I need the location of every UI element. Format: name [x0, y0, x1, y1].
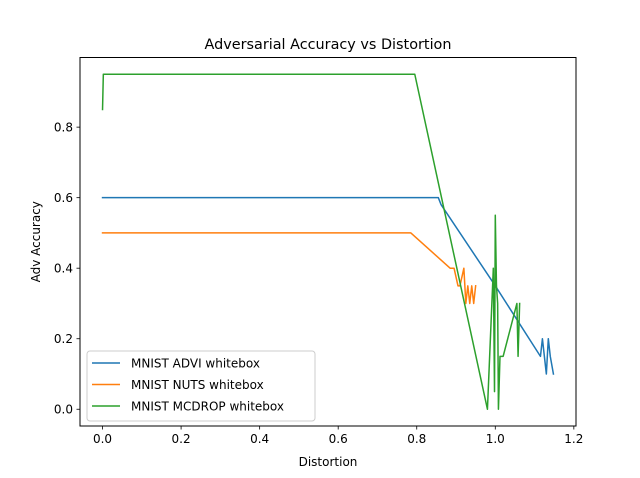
y-tick-label: 0.2 [54, 332, 73, 346]
x-axis-label: Distortion [299, 455, 358, 469]
y-tick-label: 0.8 [54, 120, 73, 134]
x-axis-ticks: 0.0 0.2 0.4 0.6 0.8 1.0 1.2 [93, 426, 583, 446]
series-line-3 [101, 73, 521, 410]
x-tick-label: 0.4 [250, 432, 269, 446]
x-tick-label: 0.0 [93, 432, 112, 446]
series-line-1 [101, 196, 555, 375]
legend: MNIST ADVI whitebox MNIST NUTS whitebox MN… [86, 350, 316, 422]
legend-frame [86, 350, 316, 422]
legend-label-3: MNIST MCDROP whitebox [131, 399, 284, 413]
y-tick-label: 0.0 [54, 403, 73, 417]
chart-title: Adversarial Accuracy vs Distortion [204, 37, 451, 53]
x-tick-label: 1.0 [486, 432, 505, 446]
legend-items: MNIST ADVI whitebox MNIST NUTS whitebox MN… [92, 356, 284, 413]
x-tick-label: 0.6 [329, 432, 348, 446]
legend-label-2: MNIST NUTS whitebox [131, 378, 264, 392]
x-tick-label: 1.2 [564, 432, 583, 446]
legend-label-1: MNIST ADVI whitebox [131, 356, 260, 370]
y-tick-label: 0.4 [54, 261, 73, 275]
series-line-2 [101, 232, 477, 305]
series-layer [101, 73, 555, 410]
x-tick-label: 0.8 [407, 432, 426, 446]
plot-frame [79, 57, 577, 427]
y-axis-ticks: 0.0 0.2 0.4 0.6 0.8 [54, 120, 80, 417]
y-axis-label: Adv Accuracy [29, 201, 43, 282]
plot-area [79, 57, 577, 427]
x-tick-label: 0.2 [172, 432, 191, 446]
y-tick-label: 0.6 [54, 191, 73, 205]
